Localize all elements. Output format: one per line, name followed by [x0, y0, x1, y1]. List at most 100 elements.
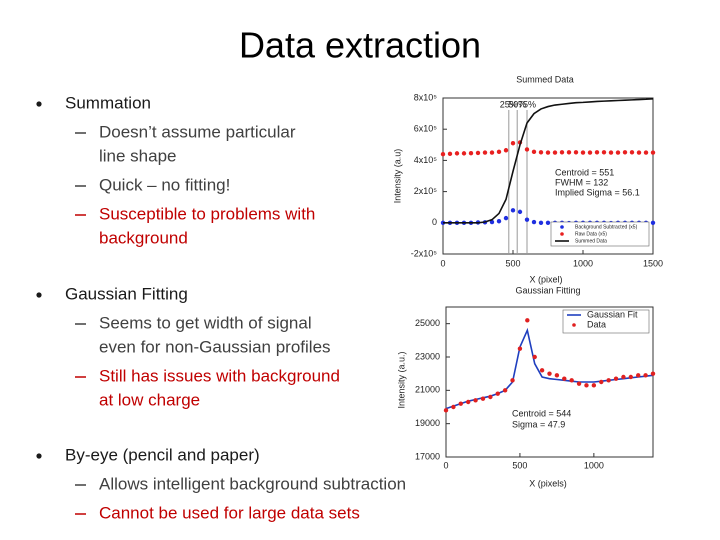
data-point — [524, 217, 530, 222]
data-point — [461, 151, 467, 156]
data-point — [601, 150, 607, 155]
legend-swatch — [560, 232, 564, 236]
data-point — [538, 220, 544, 225]
slide-title: Data extraction — [239, 25, 481, 66]
y-tick-label: 4x10⁵ — [414, 155, 438, 165]
data-point — [531, 149, 537, 155]
data-point — [532, 354, 537, 360]
plot-frame — [445, 306, 654, 458]
data-point — [503, 215, 509, 221]
data-point — [475, 150, 481, 156]
data-point — [545, 220, 551, 225]
data-point — [524, 147, 530, 152]
data-point — [547, 371, 552, 376]
sub-bullet-text: Doesn’t assume particular — [99, 122, 296, 141]
data-point — [594, 150, 600, 155]
data-point — [628, 374, 634, 380]
y-tick-label: 17000 — [415, 451, 440, 461]
percentile-label: 75% — [518, 99, 536, 109]
y-tick-label: 2x10⁵ — [414, 186, 438, 196]
data-point — [643, 150, 649, 155]
sub-bullet-text: at low charge — [99, 390, 200, 409]
legend-label: Raw Data (x5) — [575, 231, 607, 237]
data-point — [650, 220, 656, 225]
percentile-label: 50% — [508, 99, 526, 109]
data-point — [613, 376, 619, 381]
data-point — [643, 373, 648, 378]
data-point — [502, 388, 508, 393]
data-point — [566, 150, 572, 155]
data-point — [650, 150, 656, 155]
data-point — [622, 150, 628, 155]
data-point — [608, 150, 614, 155]
data-point — [587, 150, 593, 155]
y-tick-label: 23000 — [415, 351, 440, 361]
data-point — [559, 150, 565, 155]
y-tick-label: 8x10⁵ — [414, 92, 438, 102]
x-tick-label: 1000 — [573, 258, 593, 268]
data-point — [480, 396, 486, 401]
x-tick-label: 500 — [512, 460, 527, 470]
sub-bullet-text: Still has issues with background — [99, 366, 340, 385]
x-tick-label: 1000 — [584, 460, 604, 470]
data-point — [496, 219, 502, 224]
data-point — [545, 150, 551, 155]
legend-swatch — [572, 323, 576, 327]
data-point — [468, 151, 474, 156]
data-point — [636, 373, 641, 378]
legend-label: Gaussian Fit — [587, 309, 638, 319]
data-point — [510, 141, 516, 146]
data-point — [539, 368, 545, 373]
x-tick-label: 500 — [505, 258, 520, 268]
data-point — [554, 373, 560, 378]
x-axis-label: X (pixels) — [529, 478, 567, 488]
data-point — [454, 151, 460, 156]
data-point — [562, 376, 567, 381]
data-point — [525, 318, 530, 323]
data-point — [615, 150, 621, 155]
data-point — [569, 378, 574, 383]
y-tick-label: -2x10⁵ — [411, 248, 438, 258]
data-point — [510, 208, 516, 213]
data-point — [447, 151, 453, 157]
data-point — [576, 381, 582, 386]
percentile-label: 25% — [500, 99, 518, 109]
series-line — [445, 327, 654, 410]
chart-title: Gaussian Fitting — [515, 285, 580, 295]
legend-label: Summed Data — [575, 238, 607, 244]
plot-frame — [442, 97, 654, 255]
sub-bullet-text: line shape — [99, 146, 177, 165]
data-point — [482, 150, 488, 155]
bullet-text: Gaussian Fitting — [65, 284, 188, 303]
sub-bullet-text: background — [99, 228, 188, 247]
data-point — [573, 150, 579, 155]
sub-bullet-text: Seems to get width of signal — [99, 313, 312, 332]
data-point — [488, 394, 493, 400]
chart: Gaussian Fitting X (pixels) Intensity (a.u… — [396, 285, 656, 488]
data-point — [458, 401, 463, 406]
bullet-text: By-eye (pencil and paper) — [65, 445, 260, 464]
sub-bullet-text: Quick – no fitting! — [99, 175, 230, 194]
legend-box — [550, 221, 650, 247]
sub-bullet-text: Susceptible to problems with — [99, 204, 315, 223]
y-tick-label: 19000 — [415, 418, 440, 428]
data-point — [552, 150, 558, 155]
data-point — [636, 150, 642, 155]
x-axis-label: X (pixel) — [529, 274, 562, 284]
sub-bullet-text: Allows intelligent background subtractio… — [99, 474, 406, 493]
data-point — [503, 148, 509, 153]
annotation: FWHM = 132 — [555, 177, 608, 187]
data-point — [538, 150, 544, 155]
data-point — [591, 383, 597, 388]
y-tick-label: 25000 — [415, 318, 440, 328]
data-point — [496, 149, 502, 155]
bullet-text: Summation — [65, 93, 151, 112]
data-point — [489, 219, 495, 225]
bullet-dot — [36, 101, 42, 107]
series-line — [443, 97, 654, 224]
data-point — [531, 219, 537, 225]
sub-bullet-text: Cannot be used for large data sets — [99, 503, 360, 522]
y-tick-label: 6x10⁵ — [414, 124, 438, 134]
